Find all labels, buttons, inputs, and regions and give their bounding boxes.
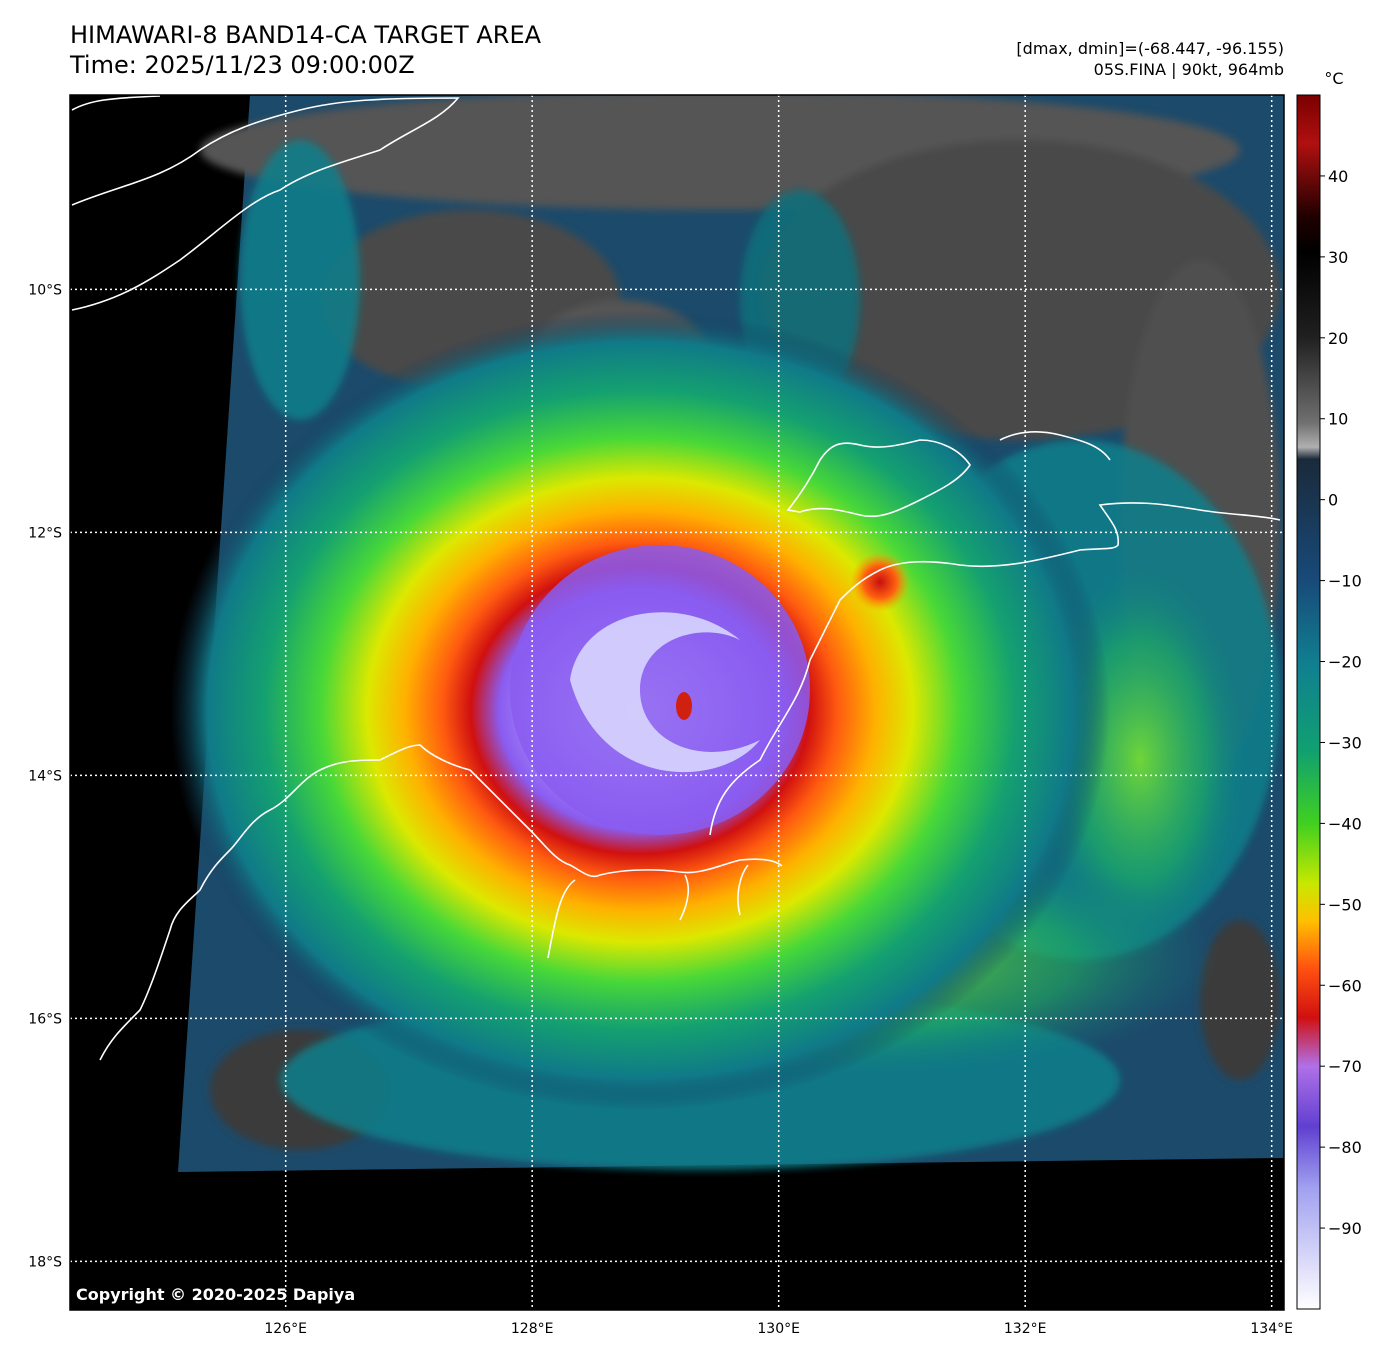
cyclone-eye — [676, 692, 692, 720]
convective-cell — [850, 552, 910, 612]
lon-tick-label: 130°E — [757, 1321, 800, 1337]
lat-tick-label: 16°S — [28, 1011, 62, 1027]
lon-tick-label: 132°E — [1004, 1321, 1047, 1337]
coastline-tiwi-islands — [786, 439, 971, 518]
colorbar-tick-label: −90 — [1328, 1219, 1362, 1238]
lon-tick-label: 126°E — [264, 1321, 307, 1337]
colorbar-tick-label: −40 — [1328, 814, 1362, 833]
colorbar: °C 40 30 20 10 0 −10 −20 −30 −40 −50 −60 −70 −80 −90 — [1296, 69, 1362, 1310]
coastline-kimberley-inlets — [547, 864, 749, 959]
central-dense-overcast — [510, 545, 810, 835]
colorbar-tick-label: −20 — [1328, 653, 1362, 672]
colorbar-ticks: 40 30 20 10 0 −10 −20 −30 −40 −50 −60 −70 −80 −90 — [1320, 167, 1362, 1238]
lat-tick-label: 14°S — [28, 768, 62, 784]
map-area: Copyright © 2020-2025 Dapiya — [70, 95, 1284, 1310]
colorbar-tick-label: 0 — [1328, 491, 1338, 510]
coastlines — [71, 95, 1281, 1061]
colorbar-tick-label: −60 — [1328, 976, 1362, 995]
coastline-joseph-bonaparte — [709, 502, 1281, 836]
coastline-timor — [71, 97, 460, 311]
coastline-kimberley — [99, 744, 783, 1061]
title-block: HIMAWARI-8 BAND14-CA TARGET AREA Time: 2… — [70, 20, 541, 80]
colorbar-tick-label: −50 — [1328, 895, 1362, 914]
lat-tick-label: 10°S — [28, 282, 62, 298]
storm-intensity: 05S.FINA | 90kt, 964mb — [1093, 60, 1284, 79]
lon-tick-label: 134°E — [1250, 1321, 1293, 1337]
colorbar-tick-label: −30 — [1328, 733, 1362, 752]
lon-tick-label: 128°E — [511, 1321, 554, 1337]
colorbar-unit: °C — [1324, 69, 1343, 88]
colorbar-tick-label: 40 — [1328, 167, 1348, 186]
graticule — [70, 95, 1284, 1310]
lat-tick-label: 18°S — [28, 1254, 62, 1270]
colorbar-tick-label: −70 — [1328, 1057, 1362, 1076]
colorbar-tick-label: 30 — [1328, 248, 1348, 267]
colorbar-scale — [1296, 94, 1321, 1310]
colorbar-tick-label: −10 — [1328, 572, 1362, 591]
lat-tick-label: 12°S — [28, 525, 62, 541]
storm-info-block: [dmax, dmin]=(-68.447, -96.155) 05S.FINA… — [1016, 38, 1284, 80]
colorbar-tick-label: 10 — [1328, 410, 1348, 429]
data-range-readout: [dmax, dmin]=(-68.447, -96.155) — [1016, 39, 1284, 58]
colorbar-tick-label: −80 — [1328, 1138, 1362, 1157]
coastline-timor-north — [71, 95, 161, 111]
timestamp: Time: 2025/11/23 09:00:00Z — [70, 51, 415, 79]
copyright-text: Copyright © 2020-2025 Dapiya — [76, 1285, 355, 1304]
product-title: HIMAWARI-8 BAND14-CA TARGET AREA — [70, 21, 542, 49]
map-frame — [69, 94, 1285, 1311]
coastline-cobourg — [999, 430, 1111, 461]
axis-tick-labels: 126°E 128°E 130°E 132°E 134°E 10°S 12°S 14°S 16°… — [28, 282, 1293, 1337]
colorbar-tick-label: 20 — [1328, 329, 1348, 348]
